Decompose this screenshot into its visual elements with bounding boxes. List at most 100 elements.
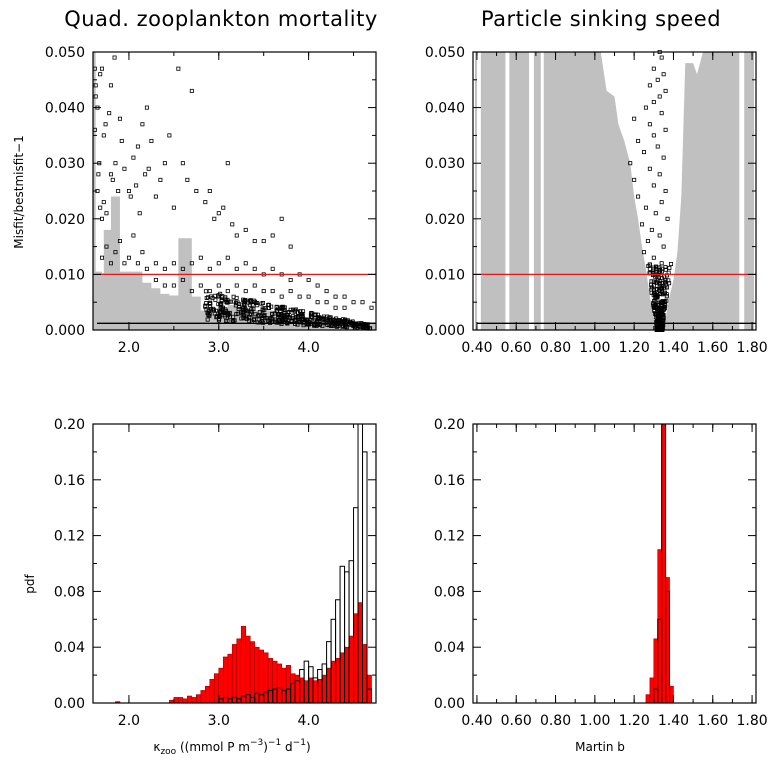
scatter-point [351,300,356,305]
misfit-envelope [475,52,754,330]
scatter-point [272,311,277,316]
scatter-point [207,308,212,313]
scatter-point [306,294,311,299]
scatter-point [246,300,251,305]
scatter-point [663,88,668,93]
scatter-point [250,303,255,308]
misfit-envelope [93,52,376,330]
scatter-point [649,279,654,284]
hist-bar-red [236,638,242,704]
scatter-point [641,250,646,255]
scatter-point [119,138,124,143]
scatter-point [661,155,666,160]
x-tick-label: 1.00 [579,340,610,356]
scatter-point [249,307,254,312]
hist-bar-red [267,658,273,704]
scatter-point [647,166,652,171]
scatter-point [636,194,641,199]
y-tick-label: 0.00 [434,696,465,712]
scatter-point [657,269,662,274]
panel-bl: 0.00 0.04 0.08 0.12 0.16 0.20 2.0 3.0 4.0 [54,417,377,729]
scatter-point [239,316,244,321]
scatter-point [137,211,142,216]
x-tick-label: 0.40 [461,340,492,356]
scatter-point [213,293,218,298]
scatter-point [657,172,662,177]
scatter-point [235,311,240,316]
scatter-point [664,298,669,303]
x-tick-label: 0.80 [540,713,571,729]
x-tick-label: 4.0 [297,340,319,356]
scatter-point [649,287,654,292]
scatter-point [223,318,228,323]
scatter-point [310,311,315,316]
scatter-point [122,261,127,266]
ylabel-misfit: Misfit/bestmisfit−1 [12,135,26,248]
hist-bar-red [661,423,666,704]
scatter-point [651,279,656,284]
hist-bar-red [653,638,659,704]
title-left: Quad. zooplankton mortality [64,7,378,31]
hist-bar-red [200,690,206,704]
panel-tr: 0.000 0.010 0.020 0.030 0.040 0.050 0.40 0.60 0.… [425,45,768,356]
scatter-point [241,302,246,307]
scatter-point [243,298,248,303]
scatter-point [117,116,122,121]
x-tick-label: 0.60 [501,340,532,356]
scatter-point [289,319,294,324]
scatter-point [131,233,136,238]
y-tick-label: 0.00 [54,696,85,712]
scatter-point [647,122,652,127]
scatter-point [252,266,257,271]
envelope-gap [476,52,481,330]
hist-bar-red [348,635,354,704]
scatter-point [663,188,668,193]
scatter-point [216,211,221,216]
scatter-point [342,305,347,310]
y-tick-label: 0.12 [434,529,465,545]
scatter-point [293,315,298,320]
scatter-point [135,144,140,149]
hist-bar-red [196,694,202,704]
scatter-point [215,314,220,319]
hist-bar-red [205,685,211,704]
scatter-point [643,205,648,210]
scatter-point [212,311,217,316]
scatter-point [113,161,118,166]
scatter-point [658,291,663,296]
scatter-point [312,322,317,327]
scatter-point [185,177,190,182]
scatter-point [654,280,659,285]
scatter-point [664,292,669,297]
scatter-point [297,294,302,299]
y-tick-label: 0.20 [434,417,465,433]
xlabel-kappa-close: ) [306,740,311,754]
hist-bar-red [240,625,247,704]
hist-bar-red [249,641,256,704]
scatter-point [249,309,254,314]
hist-bar-red [245,635,251,704]
scatter-point [334,324,339,329]
scatter-point [270,312,275,317]
scatter-point [660,266,665,271]
scatter-point [654,320,659,325]
scatter-point [337,318,342,323]
hist-bar-red [218,667,224,704]
scatter-point [652,311,657,316]
scatter-point [249,319,254,324]
hist-bar-red [272,660,278,704]
scatter-point [665,285,670,290]
scatter-point [282,310,287,315]
scatter-point [279,318,284,323]
scatter-point [220,294,225,299]
hist-bar-red [263,652,269,704]
scatter-point [661,307,666,312]
y-tick-label: 0.050 [425,45,465,61]
hist-bar-red [276,663,282,704]
scatter-point [180,161,185,166]
scatter-point [360,300,365,305]
hist-bar-red [645,694,651,704]
scatter-point [669,262,674,267]
scatter-point [658,325,663,330]
scatter-point [242,298,247,303]
